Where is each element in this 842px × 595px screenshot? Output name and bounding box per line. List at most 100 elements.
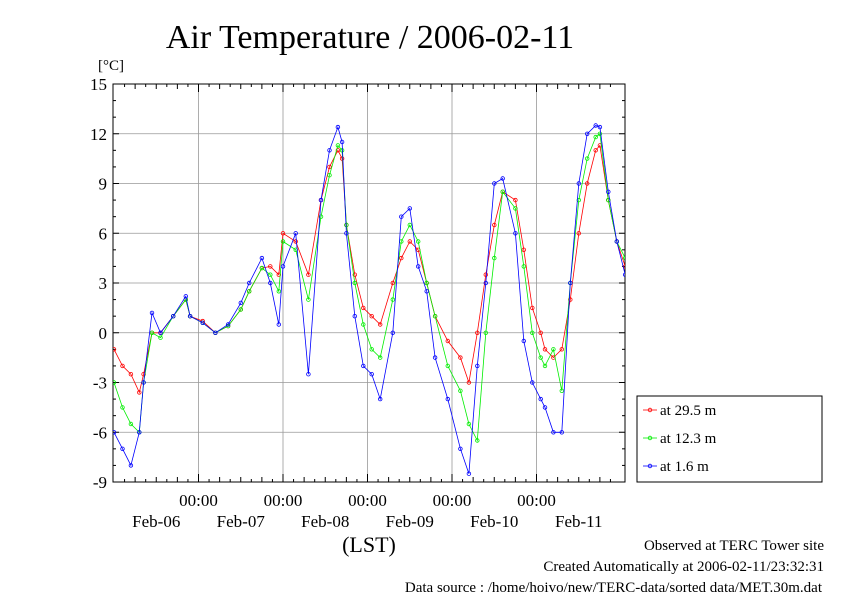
- data-point: [390, 280, 395, 286]
- data-point: [559, 430, 564, 435]
- footer-site: Observed at TERC Tower site: [644, 538, 824, 554]
- y-axis-unit: [°C]: [98, 58, 124, 74]
- legend-swatch-marker: [647, 463, 653, 469]
- legend-swatch-marker: [647, 435, 653, 441]
- data-point: [137, 430, 142, 435]
- data-point: [475, 363, 480, 369]
- data-point: [170, 314, 176, 319]
- data-point: [614, 239, 619, 244]
- data-point: [585, 181, 590, 186]
- data-point: [576, 231, 581, 236]
- data-point: [378, 322, 383, 327]
- data-point: [538, 355, 543, 360]
- data-point: [306, 297, 311, 302]
- data-point: [318, 214, 324, 219]
- data-point: [352, 272, 357, 277]
- data-point: [458, 446, 463, 451]
- x-axis-label: (LST): [342, 532, 396, 557]
- data-point: [585, 156, 590, 161]
- data-point: [120, 405, 125, 410]
- data-point: [335, 124, 341, 130]
- data-point: [632, 298, 636, 302]
- legend-swatch-marker: [647, 407, 653, 413]
- data-point: [158, 330, 163, 335]
- data-point: [492, 222, 497, 228]
- data-point: [458, 388, 463, 393]
- data-point: [361, 305, 366, 311]
- data-point: [120, 363, 125, 369]
- data-point: [141, 380, 146, 385]
- data-point: [327, 164, 332, 170]
- data-point: [238, 300, 243, 306]
- data-point: [483, 280, 488, 286]
- data-point: [576, 181, 581, 186]
- data-point: [327, 172, 332, 178]
- y-tick-label: 12: [90, 125, 107, 144]
- data-point: [335, 143, 341, 148]
- x-tick-label: 00:00: [433, 491, 472, 510]
- data-point: [530, 380, 535, 385]
- data-point: [542, 405, 548, 410]
- data-point: [513, 197, 518, 203]
- data-point: [542, 363, 548, 369]
- data-point: [424, 280, 429, 286]
- data-point: [390, 297, 395, 302]
- data-point: [378, 396, 383, 402]
- y-tick-label: -3: [93, 374, 107, 393]
- y-ticks: -9 -6 -3 0 3 6 9 12 15: [90, 75, 625, 492]
- series-at-29-5-m: [113, 143, 640, 395]
- data-point: [513, 231, 518, 236]
- y-tick-label: 9: [99, 175, 108, 194]
- date-label: Feb-10: [470, 512, 518, 531]
- x-tick-label: 00:00: [264, 491, 303, 510]
- series-at-1-6-m: [113, 123, 640, 476]
- y-tick-label: -6: [93, 423, 107, 442]
- data-point: [445, 363, 450, 369]
- data-point: [306, 272, 311, 277]
- series-line: [113, 133, 625, 442]
- data-point: [500, 176, 505, 181]
- data-point: [361, 363, 366, 369]
- data-point: [149, 330, 155, 335]
- data-point: [259, 255, 265, 261]
- data-point: [623, 255, 625, 261]
- data-point: [593, 134, 598, 140]
- grid: [113, 84, 625, 482]
- data-point: [551, 430, 556, 435]
- data-point: [636, 314, 640, 318]
- data-point: [606, 189, 611, 194]
- series-at-12-3-m: [113, 131, 640, 443]
- data-point: [113, 430, 117, 435]
- data-point: [636, 323, 640, 327]
- data-point: [521, 247, 526, 252]
- data-point: [352, 314, 357, 319]
- data-point: [113, 380, 117, 385]
- data-point: [593, 148, 598, 153]
- data-point: [568, 297, 573, 302]
- legend-label: at 29.5 m: [660, 403, 717, 419]
- data-point: [466, 421, 472, 427]
- data-point: [378, 355, 383, 360]
- data-point: [335, 148, 341, 153]
- data-point: [636, 364, 640, 368]
- data-point: [559, 388, 564, 393]
- series-group: [113, 123, 640, 476]
- data-point: [318, 197, 324, 203]
- data-point: [268, 264, 273, 269]
- date-label: Feb-09: [386, 512, 434, 531]
- series-line: [113, 125, 625, 474]
- data-point: [369, 372, 374, 377]
- legend-label: at 1.6 m: [660, 459, 709, 475]
- date-label: Feb-07: [217, 512, 266, 531]
- data-point: [293, 239, 298, 244]
- chart-title: Air Temperature / 2006-02-11: [166, 19, 574, 56]
- data-point: [213, 330, 218, 335]
- date-label: Feb-08: [301, 512, 349, 531]
- data-point: [632, 298, 636, 302]
- data-point: [128, 372, 134, 377]
- legend-label: at 12.3 m: [660, 431, 717, 447]
- data-point: [424, 289, 429, 294]
- data-point: [158, 335, 163, 340]
- y-tick-label: 15: [90, 75, 107, 94]
